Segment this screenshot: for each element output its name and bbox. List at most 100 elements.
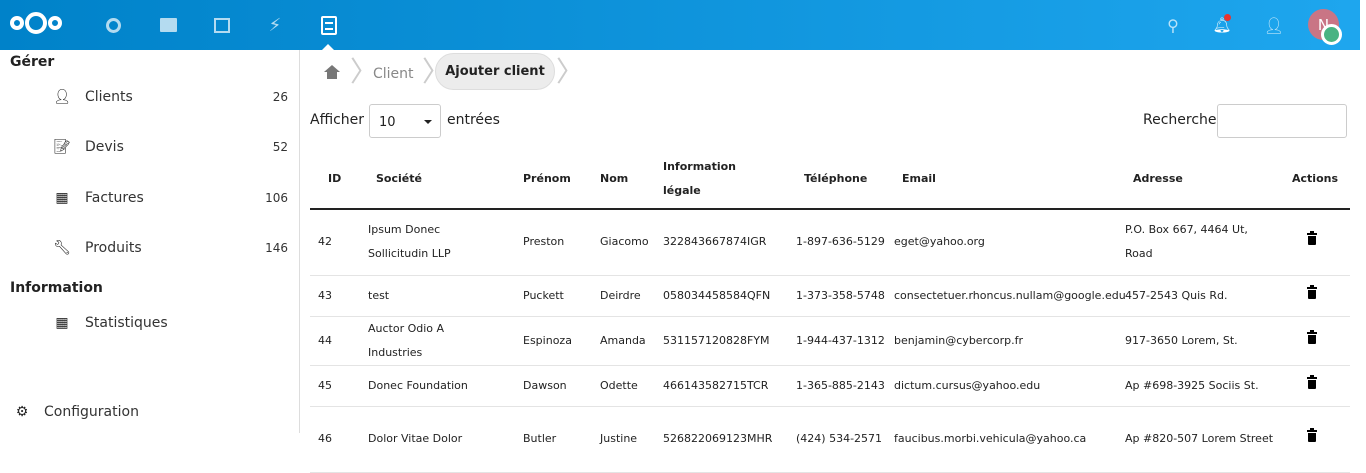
contacts-icon[interactable]: 👤︎ bbox=[1263, 15, 1285, 35]
sidebar: Gérer 👤︎ Clients 26 📝︎ Devis 52 ▦ Factures 106… bbox=[0, 50, 300, 433]
wrench-icon: 🔧︎ bbox=[53, 240, 71, 256]
col-societe[interactable]: Société bbox=[360, 150, 515, 210]
notifications-bell-icon[interactable]: 🔔︎ bbox=[1212, 14, 1232, 34]
clients-table: ID Société Prénom Nom Information légale… bbox=[310, 150, 1350, 473]
clients-app-icon[interactable] bbox=[317, 13, 341, 37]
notification-dot bbox=[1224, 14, 1231, 21]
breadcrumb-separator: 〉 bbox=[350, 55, 379, 88]
cell-info-legale: 322843667874IGR bbox=[655, 209, 788, 276]
cell-prenom: Espinoza bbox=[515, 316, 592, 366]
delete-trash-icon[interactable] bbox=[1307, 374, 1317, 389]
count: 146 bbox=[265, 241, 288, 255]
active-app-indicator bbox=[322, 44, 334, 50]
col-prenom[interactable]: Prénom bbox=[515, 150, 592, 210]
status-indicator bbox=[1321, 24, 1342, 45]
cell-nom: Odette bbox=[592, 365, 655, 407]
cell-actions bbox=[1275, 209, 1350, 276]
table-header-row: ID Société Prénom Nom Information légale… bbox=[310, 150, 1350, 210]
count: 26 bbox=[272, 90, 288, 104]
col-adresse[interactable]: Adresse bbox=[1117, 150, 1275, 210]
nextcloud-logo-icon[interactable] bbox=[10, 12, 62, 34]
col-actions[interactable]: Actions bbox=[1275, 150, 1350, 210]
delete-trash-icon[interactable] bbox=[1307, 329, 1317, 344]
section-manage: Gérer bbox=[10, 54, 55, 70]
col-telephone[interactable]: Téléphone bbox=[788, 150, 886, 210]
entries-label: entrées bbox=[447, 112, 500, 128]
cell-adresse: 457-2543 Quis Rd. bbox=[1117, 275, 1275, 317]
cell-adresse: 917-3650 Lorem, St. bbox=[1117, 316, 1275, 366]
gear-icon: ⚙ bbox=[15, 404, 29, 420]
breadcrumb-add-client[interactable]: Ajouter client bbox=[435, 53, 555, 90]
breadcrumb-separator: 〉 bbox=[556, 55, 585, 88]
col-info-legale[interactable]: Information légale bbox=[655, 150, 788, 210]
cell-actions bbox=[1275, 406, 1350, 473]
col-nom[interactable]: Nom bbox=[592, 150, 655, 210]
grid-icon: ▦ bbox=[55, 190, 69, 206]
cell-nom: Deirdre bbox=[592, 275, 655, 317]
search-input[interactable] bbox=[1217, 104, 1347, 138]
col-id[interactable]: ID bbox=[310, 150, 360, 210]
files-icon[interactable] bbox=[156, 13, 180, 37]
cell-actions bbox=[1275, 316, 1350, 366]
cell-telephone: 1-897-636-5129 bbox=[788, 209, 886, 276]
cell-email: consectetuer.rhoncus.nullam@google.edu bbox=[886, 275, 1126, 317]
cell-prenom: Puckett bbox=[515, 275, 592, 317]
delete-trash-icon[interactable] bbox=[1307, 284, 1317, 299]
section-information: Information bbox=[10, 280, 103, 296]
table-row: 45 Donec Foundation Dawson Odette 4661435827… bbox=[310, 365, 1350, 407]
cell-actions bbox=[1275, 275, 1350, 317]
show-label: Afficher bbox=[310, 112, 365, 128]
sidebar-item-devis[interactable]: 📝︎ Devis 52 bbox=[53, 139, 288, 155]
grid-icon: ▦ bbox=[55, 315, 69, 331]
cell-telephone: 1-944-437-1312 bbox=[788, 316, 886, 366]
cell-adresse: P.O. Box 667, 4464 Ut, Road bbox=[1117, 209, 1275, 276]
breadcrumb-separator: 〉 bbox=[422, 58, 450, 90]
photos-icon[interactable] bbox=[210, 13, 234, 37]
main-content: 〉 Client 〉 Ajouter client 〉 Afficher 10 … bbox=[300, 50, 1360, 473]
scrollbar[interactable] bbox=[1360, 0, 1366, 433]
sidebar-item-produits[interactable]: 🔧︎ Produits 146 bbox=[53, 240, 288, 256]
cell-actions bbox=[1275, 365, 1350, 407]
sidebar-item-statistiques[interactable]: ▦ Statistiques bbox=[55, 315, 168, 331]
sidebar-item-factures[interactable]: ▦ Factures 106 bbox=[55, 190, 288, 206]
cell-nom: Justine bbox=[592, 406, 655, 473]
table-row: 42 Ipsum Donec Sollicitudin LLP Preston Gia… bbox=[310, 209, 1350, 276]
cell-prenom: Preston bbox=[515, 209, 592, 276]
cell-telephone: 1-365-885-2143 bbox=[788, 365, 886, 407]
cell-telephone: 1-373-358-5748 bbox=[788, 275, 886, 317]
cell-prenom: Dawson bbox=[515, 365, 592, 407]
table-row: 43 test Puckett Deirdre 058034458584QFN 1-373… bbox=[310, 275, 1350, 317]
count: 52 bbox=[272, 140, 288, 154]
search-label: Recherche bbox=[1143, 112, 1217, 128]
cell-email: faucibus.morbi.vehicula@yahoo.ca bbox=[886, 406, 1117, 473]
dashboard-icon[interactable] bbox=[101, 13, 125, 37]
chevron-down-icon bbox=[424, 120, 432, 128]
cell-email: benjamin@cybercorp.fr bbox=[886, 316, 1117, 366]
cell-societe: Donec Foundation bbox=[360, 365, 515, 407]
delete-trash-icon[interactable] bbox=[1307, 428, 1317, 442]
settings-button[interactable]: ⚙ Configuration bbox=[15, 404, 139, 420]
sidebar-item-clients[interactable]: 👤︎ Clients 26 bbox=[53, 89, 288, 105]
table-row: 44 Auctor Odio A Industries Espinoza Amanda… bbox=[310, 316, 1350, 366]
cell-email: eget@yahoo.org bbox=[886, 209, 1117, 276]
activity-icon[interactable]: ⚡ bbox=[268, 14, 282, 36]
cell-nom: Giacomo bbox=[592, 209, 655, 276]
entries-select[interactable]: 10 bbox=[369, 104, 441, 138]
cell-id: 42 bbox=[310, 209, 360, 276]
cell-nom: Amanda bbox=[592, 316, 655, 366]
col-email[interactable]: Email bbox=[886, 150, 1117, 210]
cell-societe: test bbox=[360, 275, 515, 317]
breadcrumb-client[interactable]: Client bbox=[373, 66, 414, 82]
cell-societe: Auctor Odio A Industries bbox=[360, 316, 515, 366]
cell-societe: Dolor Vitae Dolor bbox=[360, 406, 515, 473]
count: 106 bbox=[265, 191, 288, 205]
top-header: ⚡ ⚲ 🔔︎ 👤︎ N bbox=[0, 0, 1360, 50]
quote-icon: 📝︎ bbox=[53, 139, 71, 155]
cell-info-legale: 058034458584QFN bbox=[655, 275, 788, 317]
cell-telephone: (424) 534-2571 bbox=[788, 406, 886, 473]
cell-id: 46 bbox=[310, 406, 360, 473]
search-icon[interactable]: ⚲ bbox=[1167, 15, 1179, 35]
cell-info-legale: 526822069123MHR bbox=[655, 406, 788, 473]
delete-trash-icon[interactable] bbox=[1307, 231, 1317, 246]
home-icon[interactable] bbox=[324, 65, 340, 81]
